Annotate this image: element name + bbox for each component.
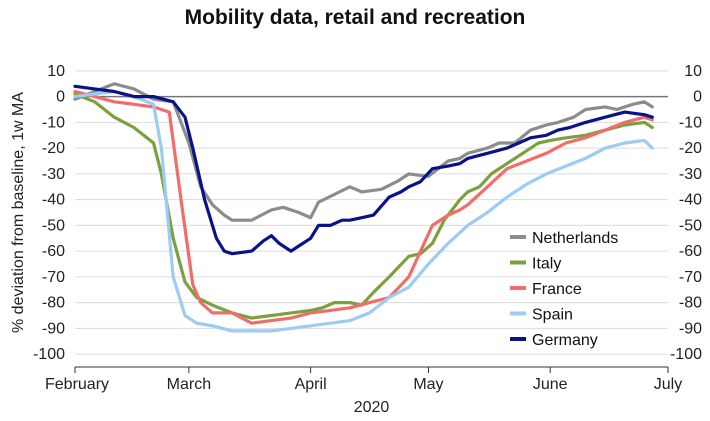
legend: Netherlands Italy France Spain Germany xyxy=(510,230,618,349)
y-tick-label-left: -60 xyxy=(42,243,65,260)
x-tick-label: May xyxy=(413,376,443,393)
x-tick-label: April xyxy=(295,376,327,393)
y-tick-label-left: -40 xyxy=(42,192,65,209)
y-tick-labels-right: 10 0 -10 -20 -30 -40 -50 -60 -70 -80 -90 -100 xyxy=(670,63,702,363)
legend-label-france: France xyxy=(532,281,582,298)
y-tick-label-right: -70 xyxy=(679,269,702,286)
y-tick-label-left: -50 xyxy=(42,217,65,234)
y-tick-label-left: 10 xyxy=(47,63,65,80)
y-tick-label-right: -80 xyxy=(679,295,702,312)
series-line-italy xyxy=(73,92,654,320)
y-tick-label-left: -20 xyxy=(42,140,65,157)
series-line-france xyxy=(73,89,654,325)
y-tick-label-right: -10 xyxy=(679,114,702,131)
y-tick-label-left: 0 xyxy=(56,89,65,106)
y-tick-label-left: -100 xyxy=(33,346,65,363)
x-tick-label: February xyxy=(45,376,109,393)
y-tick-label-right: -40 xyxy=(679,192,702,209)
legend-label-germany: Germany xyxy=(532,332,598,349)
legend-label-spain: Spain xyxy=(532,307,573,324)
x-tick-label: June xyxy=(533,376,568,393)
legend-label-netherlands: Netherlands xyxy=(532,230,618,247)
y-tick-label-right: 10 xyxy=(684,63,702,80)
y-tick-label-right: -20 xyxy=(679,140,702,157)
x-axis-label: 2020 xyxy=(354,399,390,416)
series-line-netherlands xyxy=(73,82,654,222)
legend-label-italy: Italy xyxy=(532,256,561,273)
y-tick-label-right: -30 xyxy=(679,166,702,183)
y-tick-label-left: -90 xyxy=(42,320,65,337)
y-tick-labels-left: 10 0 -10 -20 -30 -40 -50 -60 -70 -80 -90 -100 xyxy=(33,63,65,363)
y-tick-label-left: -30 xyxy=(42,166,65,183)
y-tick-label-right: 0 xyxy=(693,89,702,106)
x-ticks: February March April May June July xyxy=(45,367,682,393)
y-axis-label: % deviation from baseline, 1w MA xyxy=(10,92,27,333)
y-tick-label-right: -60 xyxy=(679,243,702,260)
series-lines xyxy=(73,82,654,333)
x-tick-label: July xyxy=(654,376,682,393)
y-tick-label-right: -100 xyxy=(670,346,702,363)
y-tick-label-left: -70 xyxy=(42,269,65,286)
y-tick-label-left: -80 xyxy=(42,295,65,312)
y-tick-label-left: -10 xyxy=(42,114,65,131)
x-tick-label: March xyxy=(167,376,211,393)
series-line-germany xyxy=(73,84,654,256)
chart-title: Mobility data, retail and recreation xyxy=(184,6,526,29)
y-tick-label-right: -50 xyxy=(679,217,702,234)
y-tick-label-right: -90 xyxy=(679,320,702,337)
series-line-spain xyxy=(73,89,654,333)
